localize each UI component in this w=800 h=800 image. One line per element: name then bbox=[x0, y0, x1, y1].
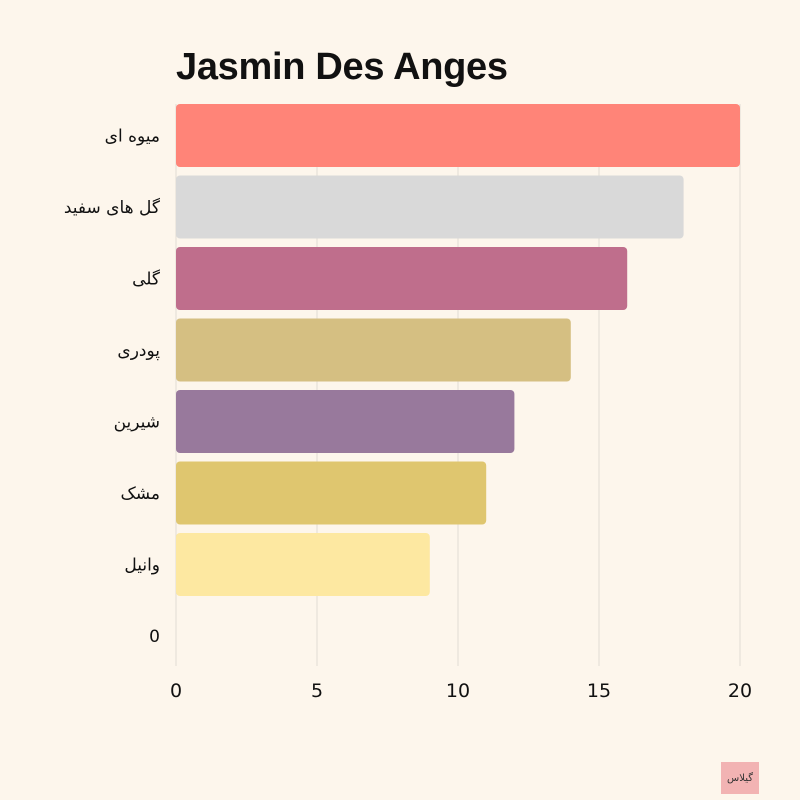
bar bbox=[176, 247, 628, 310]
x-tick-label: 10 bbox=[446, 680, 470, 702]
bar bbox=[176, 318, 571, 382]
category-label: شیرین bbox=[114, 413, 160, 433]
bars bbox=[176, 104, 740, 596]
x-tick-label: 20 bbox=[728, 680, 752, 702]
category-label: مشک bbox=[121, 484, 161, 504]
x-tick-label: 15 bbox=[587, 680, 611, 702]
bar bbox=[176, 175, 684, 239]
category-label: 0 bbox=[149, 627, 160, 647]
category-label: گلی bbox=[132, 269, 161, 290]
watermark-badge: گیلاس bbox=[721, 762, 759, 794]
category-label: گل های سفید bbox=[64, 197, 161, 218]
category-label: پودری bbox=[117, 341, 160, 361]
x-axis-ticks: 0 5 10 15 20 bbox=[170, 680, 752, 702]
category-labels: میوه ای گل های سفید گلی پودری شیرین مشک وانیل 0 bbox=[64, 127, 161, 648]
x-tick-label: 0 bbox=[170, 680, 182, 702]
category-label: میوه ای bbox=[105, 127, 160, 147]
bar bbox=[176, 390, 515, 453]
category-label: وانیل bbox=[124, 556, 160, 576]
bar bbox=[176, 104, 740, 167]
bar bbox=[176, 461, 487, 525]
chart-title: Jasmin Des Anges bbox=[176, 46, 508, 88]
bar bbox=[176, 533, 430, 596]
x-tick-label: 5 bbox=[311, 680, 323, 702]
